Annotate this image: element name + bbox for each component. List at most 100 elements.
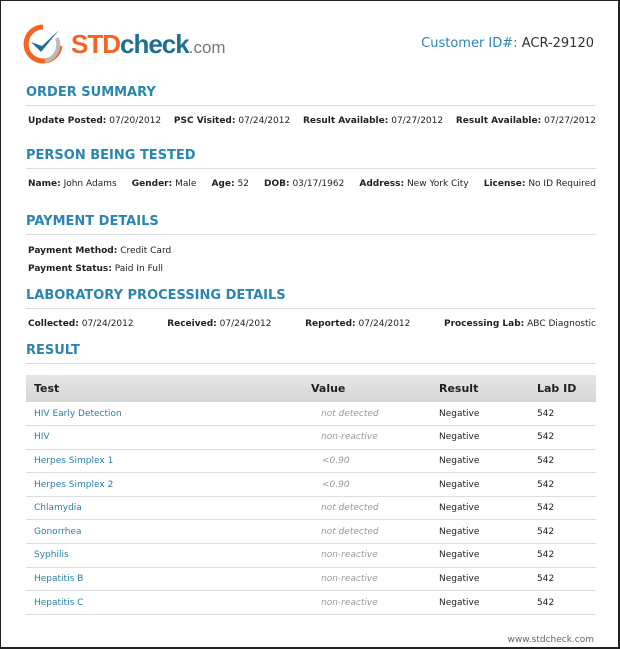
test-value: not detected [276, 402, 431, 427]
test-link[interactable]: HIV [26, 425, 276, 450]
test-result: Negative [431, 543, 529, 568]
field: Received: 07/24/2012 [167, 319, 271, 329]
field-value: Paid In Full [114, 264, 163, 274]
field: Result Available: 07/27/2012 [303, 116, 443, 126]
field-value: 07/24/2012 [238, 116, 291, 126]
field-label: Gender: [131, 179, 173, 189]
field-value: 07/27/2012 [391, 116, 444, 126]
test-result: Negative [431, 425, 529, 450]
field-label: Result Available: [302, 116, 389, 126]
field-label: DOB: [263, 179, 290, 189]
field: Gender: Male [132, 179, 197, 189]
lab-row: Collected: 07/24/2012 Received: 07/24/201… [28, 319, 596, 329]
field: Age: 52 [211, 179, 248, 189]
test-result: Negative [431, 567, 529, 592]
field-label: Collected: [28, 319, 79, 329]
payment-heading: PAYMENT DETAILS [26, 214, 596, 235]
test-value: <0.90 [276, 449, 431, 474]
lab-id: 542 [529, 496, 596, 521]
test-value: not detected [276, 496, 431, 521]
test-value: non-reactive [276, 425, 431, 450]
field: Result Available: 07/27/2012 [456, 116, 596, 126]
field: DOB: 03/17/1962 [264, 179, 344, 189]
test-value: non-reactive [276, 567, 431, 592]
field-label: Update Posted: [28, 116, 107, 126]
col-result: Result [439, 382, 479, 395]
order-summary-heading: ORDER SUMMARY [26, 85, 596, 106]
field-label: Received: [167, 319, 217, 329]
table-row: Herpes Simplex 1 <0.90 Negative 542 [26, 449, 596, 474]
field-label: Reported: [305, 319, 356, 329]
field: Processing Lab: ABC Diagnostic [444, 319, 596, 329]
test-result: Negative [431, 402, 529, 427]
lab-id: 542 [529, 402, 596, 427]
field: Payment Method: Credit Card [28, 246, 171, 256]
test-result: Negative [431, 519, 529, 545]
field: Update Posted: 07/20/2012 [28, 116, 161, 126]
field-label: Age: [211, 179, 235, 189]
logo: STDcheck.com [23, 24, 226, 64]
field-value: Credit Card [120, 246, 172, 256]
field-label: PSC Visited: [173, 116, 236, 126]
field-label: Payment Status: [28, 264, 112, 274]
test-value: not detected [276, 519, 431, 545]
lab-heading: LABORATORY PROCESSING DETAILS [26, 288, 596, 309]
field-value: 03/17/1962 [292, 179, 345, 189]
table-row: Herpes Simplex 2 <0.90 Negative 542 [26, 472, 596, 497]
test-result: Negative [431, 449, 529, 474]
lab-id: 542 [529, 590, 596, 615]
footer-url: www.stdcheck.com [507, 635, 594, 645]
results-table: Test Value Result Lab ID HIV Early Detec… [26, 375, 596, 615]
lab-id: 542 [529, 425, 596, 450]
field: Collected: 07/24/2012 [28, 319, 134, 329]
person-heading: PERSON BEING TESTED [26, 148, 596, 169]
lab-id: 542 [529, 543, 596, 568]
field-label: Name: [28, 179, 61, 189]
table-header: Test Value Result Lab ID [26, 375, 596, 402]
field-value: 07/24/2012 [81, 319, 134, 329]
field-label: Processing Lab: [443, 319, 525, 329]
col-test: Test [34, 382, 60, 395]
field: Payment Status: Paid In Full [28, 264, 163, 274]
field-value: New York City [406, 179, 469, 189]
field: License: No ID Required [484, 179, 596, 189]
field-value: ABC Diagnostic [527, 319, 596, 329]
field-value: 52 [237, 179, 249, 189]
test-value: <0.90 [276, 472, 431, 497]
test-link[interactable]: Hepatitis B [26, 567, 276, 592]
test-value: non-reactive [276, 543, 431, 568]
test-result: Negative [431, 590, 529, 615]
table-row: Chlamydia not detected Negative 542 [26, 496, 596, 521]
result-heading: RESULT [26, 343, 596, 364]
table-row: Gonorrhea not detected Negative 542 [26, 519, 596, 545]
field: Name: John Adams [28, 179, 117, 189]
payment-status-row: Payment Status: Paid In Full [28, 264, 596, 274]
field-value: 07/24/2012 [358, 319, 411, 329]
checkmark-logo-icon [23, 24, 63, 64]
field-value: 07/27/2012 [544, 116, 596, 126]
field-value: 07/20/2012 [109, 116, 162, 126]
field: Address: New York City [359, 179, 468, 189]
test-value: non-reactive [276, 590, 431, 615]
lab-id: 542 [529, 449, 596, 474]
payment-method-row: Payment Method: Credit Card [28, 246, 596, 256]
field-value: Male [175, 179, 197, 189]
test-link[interactable]: HIV Early Detection [26, 402, 276, 427]
test-link[interactable]: Herpes Simplex 2 [26, 472, 276, 497]
customer-id: Customer ID#: ACR-29120 [421, 36, 594, 51]
logo-text: STDcheck.com [71, 28, 226, 59]
test-link[interactable]: Herpes Simplex 1 [26, 449, 276, 474]
test-result: Negative [431, 472, 529, 497]
col-lab-id: Lab ID [537, 382, 577, 395]
test-link[interactable]: Syphilis [26, 543, 276, 568]
test-link[interactable]: Chlamydia [26, 496, 276, 521]
lab-id: 542 [529, 519, 596, 545]
field-value: John Adams [63, 179, 117, 189]
order-summary-row: Update Posted: 07/20/2012 PSC Visited: 07… [28, 116, 596, 126]
test-link[interactable]: Gonorrhea [26, 519, 276, 545]
test-link[interactable]: Hepatitis C [26, 590, 276, 615]
test-result: Negative [431, 496, 529, 521]
